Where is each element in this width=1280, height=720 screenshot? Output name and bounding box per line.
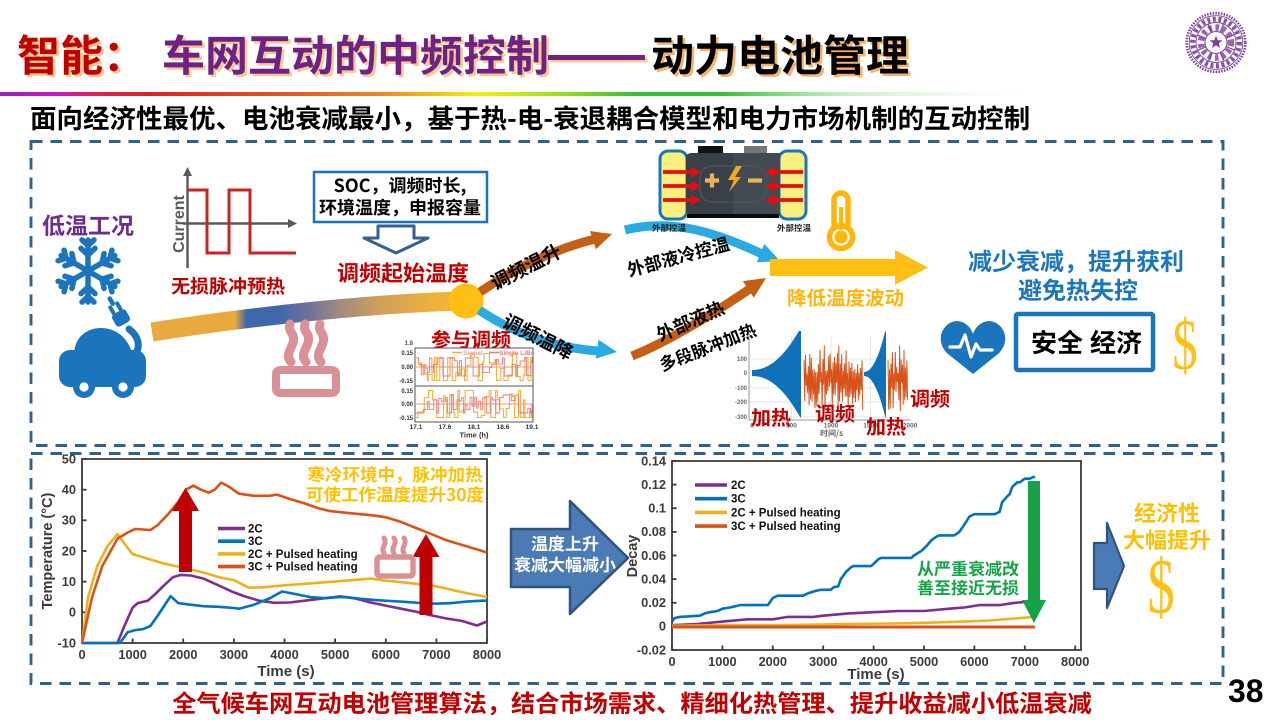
svg-text:38: 38 [1228,673,1264,709]
svg-text:3C + Pulsed heating: 3C + Pulsed heating [248,562,358,574]
svg-text:0: 0 [78,647,85,662]
svg-text:1000: 1000 [118,647,146,662]
svg-text:3C: 3C [248,536,263,548]
svg-text:2000: 2000 [903,423,918,430]
svg-text:5000: 5000 [910,654,938,669]
svg-text:5000: 5000 [321,647,349,662]
svg-text:3000: 3000 [220,647,248,662]
svg-text:0.04: 0.04 [641,571,667,586]
svg-text:-0.15: -0.15 [399,379,413,385]
svg-text:500: 500 [786,423,797,430]
svg-text:0.08: 0.08 [641,524,666,539]
svg-text:-0.02: -0.02 [637,642,666,657]
svg-text:10: 10 [62,574,76,589]
svg-text:Temperature (°C): Temperature (°C) [40,492,56,609]
svg-text:17.1: 17.1 [410,424,423,431]
svg-text:6000: 6000 [372,647,400,662]
svg-text:20: 20 [62,543,76,558]
svg-text:4000: 4000 [270,647,298,662]
svg-text:0.00: 0.00 [401,402,413,408]
svg-text:8000: 8000 [1061,654,1089,669]
svg-text:0.00: 0.00 [401,365,413,371]
svg-text:Time (s): Time (s) [257,663,314,680]
svg-text:2C: 2C [731,480,746,492]
svg-text:40: 40 [62,482,76,497]
svg-text:0: 0 [659,619,666,634]
svg-text:0: 0 [750,423,754,430]
svg-text:19.1: 19.1 [526,424,539,431]
svg-text:-10: -10 [58,635,77,650]
svg-text:18.1: 18.1 [468,424,481,431]
svg-text:2000: 2000 [759,654,787,669]
svg-text:1000: 1000 [708,654,736,669]
svg-text:0.15: 0.15 [401,389,413,395]
svg-text:Single LIBs: Single LIBs [499,350,535,357]
svg-text:50: 50 [62,451,76,466]
svg-text:100: 100 [737,357,748,363]
svg-text:7000: 7000 [1011,654,1039,669]
svg-text:0.02: 0.02 [641,595,666,610]
svg-text:Decay: Decay [625,535,641,578]
svg-text:6000: 6000 [960,654,988,669]
svg-text:7000: 7000 [422,647,450,662]
svg-text:Current: Current [171,194,188,252]
svg-text:0: 0 [744,371,748,377]
svg-text:Signal: Signal [463,350,483,357]
svg-text:0.14: 0.14 [641,453,667,468]
svg-text:$: $ [1172,306,1197,385]
svg-text:1.8: 1.8 [405,341,414,347]
svg-text:17.6: 17.6 [439,424,452,431]
svg-text:$: $ [1147,543,1174,630]
svg-text:-200: -200 [735,400,748,406]
svg-text:-300: -300 [735,415,748,421]
svg-text:3C: 3C [731,494,746,506]
svg-text:4000: 4000 [859,654,887,669]
svg-text:18.6: 18.6 [497,424,510,431]
svg-text:0: 0 [668,654,675,669]
svg-text:Time (h): Time (h) [459,431,489,440]
svg-text:-0.15: -0.15 [399,416,413,422]
svg-text:0.15: 0.15 [401,351,413,357]
svg-text:3000: 3000 [809,654,837,669]
svg-text:2C + Pulsed heating: 2C + Pulsed heating [731,507,841,519]
svg-text:30: 30 [62,513,76,528]
svg-text:0.12: 0.12 [641,477,666,492]
svg-text:0.1: 0.1 [648,501,666,516]
svg-text:3C + Pulsed heating: 3C + Pulsed heating [731,521,841,533]
svg-text:2C: 2C [248,524,263,536]
svg-text:8000: 8000 [473,647,501,662]
svg-text:2C + Pulsed heating: 2C + Pulsed heating [248,549,358,561]
svg-text:0.06: 0.06 [641,548,666,563]
svg-text:Time (s): Time (s) [847,666,904,683]
svg-text:2000: 2000 [169,647,197,662]
svg-text:1000: 1000 [824,423,839,430]
svg-text:0: 0 [69,605,76,620]
svg-text:-100: -100 [735,386,748,392]
